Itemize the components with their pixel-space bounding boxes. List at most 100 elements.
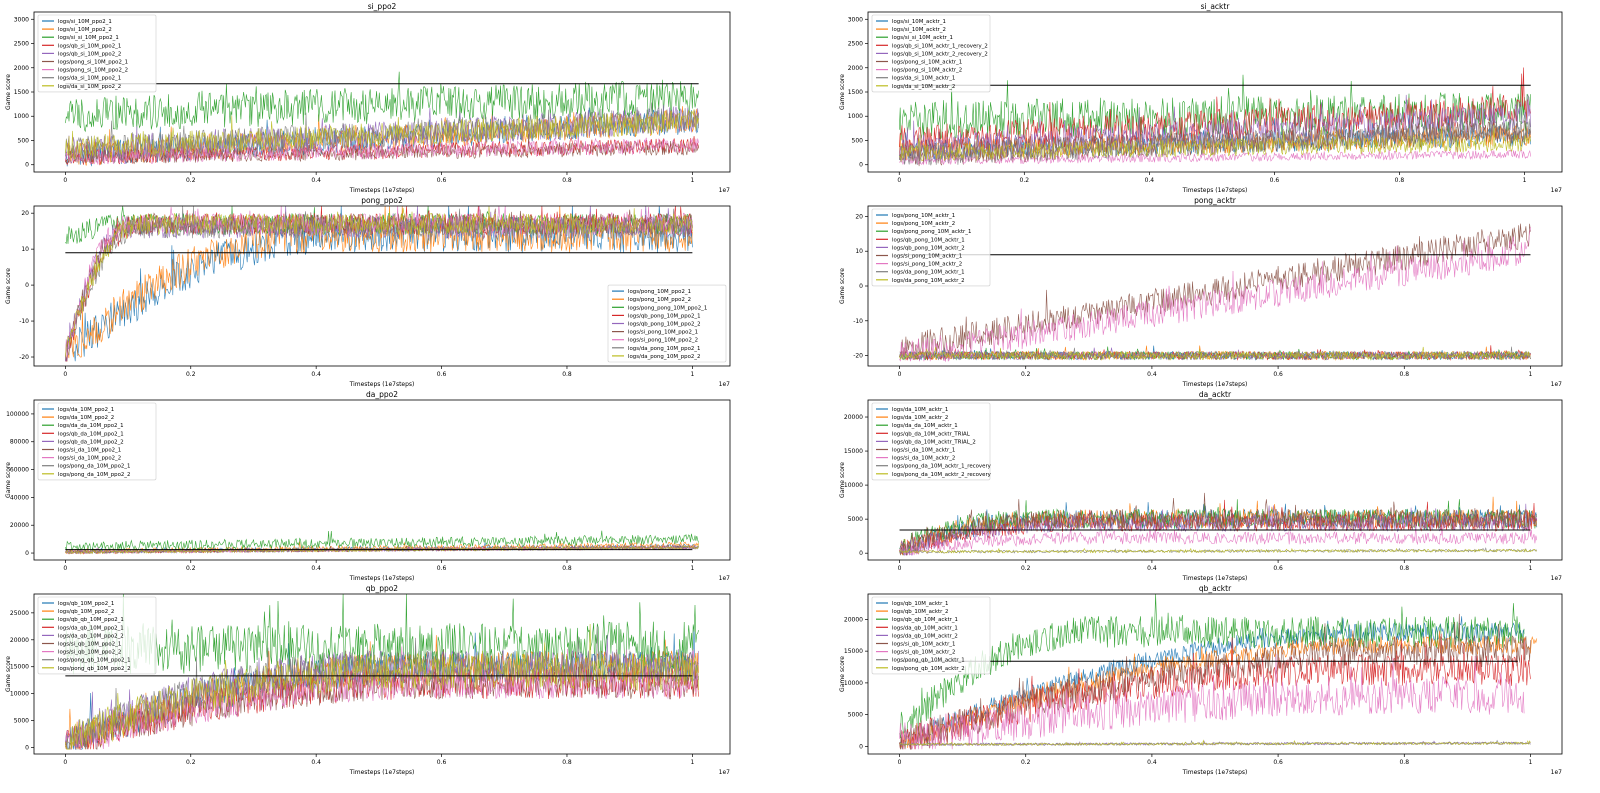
legend-entry: logs/da_10M_ppo2_1 <box>58 407 114 413</box>
chart-panel-7: qb_acktr 0 0.2 0.4 0.6 0.8 1 0 5000 10000 15000 200… <box>839 584 1563 776</box>
x-tick-label: 0.4 <box>311 177 321 184</box>
legend-entry: logs/pong_qb_10M_ppo2_2 <box>58 666 131 672</box>
series-line-8 <box>899 346 1531 361</box>
legend-box <box>871 14 991 93</box>
y-tick-label: 10000 <box>844 482 863 489</box>
x-tick-label: 1 <box>1529 565 1533 572</box>
y-tick-label: 15000 <box>844 648 863 655</box>
series-line-2 <box>899 594 1525 739</box>
x-tick-label: 0.2 <box>1021 565 1031 572</box>
x-tick-label: 0.2 <box>1021 371 1031 378</box>
legend: logs/pong_10M_acktr_1 logs/pong_10M_acktr… <box>871 208 991 287</box>
x-axis-label: Timesteps (1e7steps) <box>1182 187 1248 194</box>
x-tick-label: 0 <box>63 565 67 572</box>
y-tick-label: 20 <box>855 213 863 220</box>
legend-entry: logs/qb_pong_10M_acktr_2 <box>892 245 965 251</box>
legend-entry: logs/da_pong_10M_ppo2_1 <box>628 346 700 352</box>
legend-entry: logs/pong_si_10M_ppo2_2 <box>58 68 128 74</box>
y-tick-label: 5000 <box>848 712 863 719</box>
plot-frame <box>33 593 731 755</box>
y-tick-label: 500 <box>18 137 30 144</box>
y-axis-label: Game score <box>5 74 12 110</box>
legend-entry: logs/da_10M_acktr_2 <box>892 415 948 421</box>
series-group <box>65 594 699 750</box>
legend-entry: logs/si_10M_acktr_2 <box>892 27 946 33</box>
x-tick-label: 0.4 <box>1147 759 1157 766</box>
legend-entry: logs/da_pong_10M_ppo2_2 <box>628 354 700 360</box>
y-tick-label: 1500 <box>848 89 863 96</box>
legend-entry: logs/qb_10M_ppo2_1 <box>58 601 114 607</box>
legend-entry: logs/pong_si_10M_acktr_1 <box>892 60 962 66</box>
x-tick-label: 0.2 <box>186 371 196 378</box>
y-tick-label: 0 <box>859 283 863 290</box>
legend-entry: logs/da_si_10M_acktr_2 <box>892 84 955 90</box>
x-tick-label: 0.4 <box>1147 565 1157 572</box>
x-tick-label: 0.8 <box>1399 371 1409 378</box>
x-axis-label: Timesteps (1e7steps) <box>349 187 415 194</box>
series-line-6 <box>65 128 699 165</box>
series-line-8 <box>899 124 1531 162</box>
y-tick-label: -10 <box>19 318 29 325</box>
y-axis-label: Game score <box>5 656 12 692</box>
legend-entry: logs/si_si_10M_ppo2_1 <box>58 35 119 41</box>
y-tick-label: 2500 <box>14 41 29 48</box>
x-tick-label: 0.6 <box>1273 565 1283 572</box>
legend-entry: logs/pong_qb_10M_acktr_1 <box>892 658 965 664</box>
series-group <box>65 71 699 167</box>
chart-panel-1: si_acktr 0 0.2 0.4 0.6 0.8 1 0 500 1000 1500 2000 25… <box>839 2 1563 194</box>
y-tick-label: 0 <box>25 282 29 289</box>
legend-entry: logs/da_si_10M_acktr_1 <box>892 76 955 82</box>
x-offset-label: 1e7 <box>1551 187 1563 194</box>
x-tick-label: 1 <box>690 565 694 572</box>
x-tick-label: 0 <box>898 759 902 766</box>
y-tick-label: 40000 <box>10 494 29 501</box>
y-tick-label: 0 <box>25 550 29 557</box>
plot-frame <box>867 593 1563 755</box>
legend-entry: logs/si_da_10M_ppo2_1 <box>58 448 121 454</box>
y-tick-label: 0 <box>859 550 863 557</box>
legend-entry: logs/qb_da_10M_acktr_TRIAL_2 <box>892 439 976 445</box>
x-axis-label: Timesteps (1e7steps) <box>1182 769 1248 776</box>
series-group <box>65 530 699 555</box>
legend-entry: logs/si_pong_10M_ppo2_1 <box>628 330 698 336</box>
legend-entry: logs/qb_qb_10M_acktr_1 <box>892 617 958 623</box>
legend-entry: logs/da_si_10M_ppo2_1 <box>58 76 121 82</box>
y-tick-label: 20000 <box>10 522 29 529</box>
series-line-6 <box>899 653 1525 750</box>
y-tick-label: 80000 <box>10 439 29 446</box>
legend-entry: logs/da_da_10M_ppo2_1 <box>58 423 124 429</box>
x-tick-label: 0.8 <box>1399 759 1409 766</box>
legend-entry: logs/qb_pong_10M_acktr_1 <box>892 237 965 243</box>
y-tick-label: 2000 <box>14 65 29 72</box>
y-tick-label: 10 <box>21 246 29 253</box>
x-tick-label: 0.8 <box>562 177 572 184</box>
legend-entry: logs/da_10M_ppo2_2 <box>58 415 114 421</box>
legend-box <box>37 14 157 93</box>
x-tick-label: 0 <box>63 759 67 766</box>
y-tick-label: 0 <box>859 743 863 750</box>
legend-box <box>607 284 727 363</box>
x-tick-label: 0 <box>63 177 67 184</box>
legend-entry: logs/qb_10M_acktr_2 <box>892 609 948 615</box>
y-tick-label: 2000 <box>848 65 863 72</box>
series-line-6 <box>899 227 1531 363</box>
plot-frame <box>867 399 1563 561</box>
legend-entry: logs/pong_10M_ppo2_2 <box>628 297 691 303</box>
chart-title: si_acktr <box>1201 2 1231 11</box>
y-tick-label: 10 <box>855 248 863 255</box>
legend-entry: logs/da_da_10M_acktr_1 <box>892 423 958 429</box>
y-tick-label: 0 <box>25 745 29 752</box>
series-line-5 <box>65 134 699 165</box>
legend-entry: logs/da_qb_10M_acktr_1 <box>892 625 958 631</box>
legend-box <box>37 402 157 481</box>
x-tick-label: 0.2 <box>1021 759 1031 766</box>
chart-panel-6: qb_ppo2 0 0.2 0.4 0.6 0.8 1 0 5000 10000 15000 2000… <box>5 584 731 776</box>
legend: logs/si_10M_ppo2_1 logs/si_10M_ppo2_2logs… <box>37 14 157 93</box>
series-line-6 <box>65 646 699 750</box>
legend-entry: logs/si_da_10M_acktr_1 <box>892 448 955 454</box>
legend-box <box>871 402 991 481</box>
x-tick-label: 0.4 <box>311 371 321 378</box>
x-tick-label: 0.6 <box>437 565 447 572</box>
x-tick-label: 1 <box>690 759 694 766</box>
legend-entry: logs/si_qb_10M_ppo2_1 <box>58 642 121 648</box>
